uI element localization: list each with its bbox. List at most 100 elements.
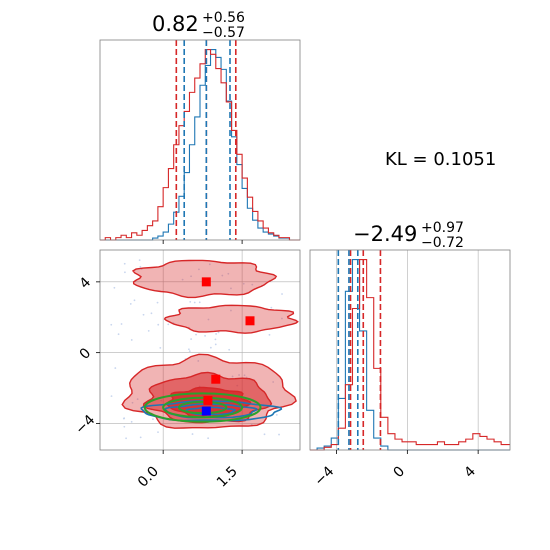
joint-scatter-point xyxy=(123,425,126,428)
joint-x-tick-label-0: 0.0 xyxy=(135,464,162,491)
joint-scatter-point xyxy=(215,333,217,335)
joint-scatter-point xyxy=(270,306,273,309)
joint-scatter-point xyxy=(281,317,283,320)
joint-scatter-point xyxy=(195,333,197,336)
joint-red-marker-2 xyxy=(211,374,221,384)
joint-scatter-point xyxy=(139,265,142,268)
joint-scatter-point xyxy=(281,293,283,295)
joint-scatter-point xyxy=(268,333,271,336)
marginal-x-title-plus: +0.56 xyxy=(202,10,245,26)
joint-scatter-point xyxy=(113,286,116,289)
joint-y-tick-label-1: 0 xyxy=(77,345,95,363)
joint-scatter-point xyxy=(191,433,194,435)
joint-panel: 0.0 1.5 4 0 −4 xyxy=(72,249,301,491)
joint-scatter-point xyxy=(190,338,193,340)
joint-scatter-point xyxy=(120,323,123,325)
joint-scatter-point xyxy=(181,278,184,281)
joint-scatter-point xyxy=(207,318,210,321)
joint-scatter-point xyxy=(122,417,125,420)
marginal-y-title-plus: +0.97 xyxy=(421,220,464,236)
marginal-x-hist-blue xyxy=(100,48,300,241)
joint-scatter-point xyxy=(138,259,141,262)
joint-scatter-point xyxy=(117,333,120,336)
joint-scatter-point xyxy=(188,350,191,353)
joint-scatter-point xyxy=(197,360,200,362)
joint-scatter-point xyxy=(227,272,230,275)
joint-scatter-point xyxy=(238,374,240,376)
joint-scatter-point xyxy=(123,262,126,265)
joint-scatter-point xyxy=(242,282,245,285)
joint-scatter-point xyxy=(187,348,190,351)
joint-y-tick-label-0: 4 xyxy=(77,274,95,292)
joint-scatter-point xyxy=(193,301,196,304)
joint-green-contour-1 xyxy=(162,396,244,419)
joint-scatter-point xyxy=(209,346,212,349)
joint-scatter-point xyxy=(243,374,246,377)
joint-frame xyxy=(99,249,301,451)
joint-scatter-point xyxy=(156,301,159,304)
marginal-y-title-minus: −0.72 xyxy=(421,235,464,251)
joint-scatter-point xyxy=(139,436,142,439)
joint-scatter-point xyxy=(190,275,192,278)
joint-blue-contour-0 xyxy=(140,400,283,422)
marginal-x-panel xyxy=(99,39,301,244)
joint-red-marker-0 xyxy=(201,277,211,287)
joint-scatter-point xyxy=(231,375,234,378)
joint-scatter-point xyxy=(208,263,211,266)
joint-scatter-point xyxy=(278,433,280,436)
joint-scatter-point xyxy=(230,309,232,312)
joint-scatter-point xyxy=(263,433,266,436)
joint-scatter-point xyxy=(114,367,117,369)
joint-scatter-point xyxy=(159,346,162,349)
joint-scatter-point xyxy=(133,299,136,302)
marginal-y-panel: −4 0 4 xyxy=(309,249,511,489)
joint-scatter-point xyxy=(272,381,275,383)
joint-scatter-point xyxy=(230,287,232,290)
marginal-x-title: 0.82 +0.56 −0.57 xyxy=(152,10,245,41)
joint-scatter-point xyxy=(167,323,170,326)
joint-scatter-point xyxy=(207,437,210,440)
joint-red-marker-1 xyxy=(245,316,255,326)
marginal-y-x-tick-label-0: −4 xyxy=(311,463,337,489)
marginal-y-x-tick-label-1: 0 xyxy=(391,464,409,482)
joint-x-tick-label-1: 1.5 xyxy=(214,464,241,491)
marginal-y-hist-blue xyxy=(310,258,510,451)
joint-scatter-point xyxy=(130,420,133,423)
joint-scatter-point xyxy=(147,329,150,332)
joint-scatter-point xyxy=(198,268,200,271)
marginal-x-title-value: 0.82 xyxy=(152,12,199,36)
joint-scatter-point xyxy=(214,343,217,346)
joint-blue-marker-0 xyxy=(201,406,211,416)
joint-scatter-point xyxy=(189,300,192,303)
marginal-y-title: −2.49 +0.97 −0.72 xyxy=(353,220,464,251)
joint-scatter-point xyxy=(150,312,153,315)
marginal-x-hist-red xyxy=(100,48,300,241)
marginal-y-title-value: −2.49 xyxy=(353,222,417,246)
joint-scatter-point xyxy=(152,418,154,421)
joint-scatter-point xyxy=(131,401,134,404)
joint-scatter-point xyxy=(136,398,139,401)
joint-scatter-point xyxy=(251,283,254,286)
joint-y-tick-label-2: −4 xyxy=(72,412,98,438)
marginal-x-frame xyxy=(99,39,301,241)
joint-scatter-point xyxy=(142,313,145,316)
joint-red-region-4 xyxy=(163,304,299,334)
joint-scatter-point xyxy=(228,348,231,351)
joint-scatter-point xyxy=(214,338,217,341)
marginal-y-x-tick-label-2: 4 xyxy=(461,463,479,481)
joint-scatter-point xyxy=(217,331,220,334)
joint-scatter-point xyxy=(110,395,113,398)
marginal-y-hist-red xyxy=(310,258,510,451)
joint-scatter-point xyxy=(157,323,160,326)
marginal-y-frame xyxy=(309,249,511,451)
marginal-x-title-minus: −0.57 xyxy=(202,25,245,41)
joint-scatter-point xyxy=(129,303,132,305)
joint-scatter-point xyxy=(125,437,127,440)
joint-scatter-point xyxy=(110,323,113,326)
joint-red-marker-3 xyxy=(203,395,213,405)
joint-scatter-point xyxy=(198,301,201,304)
kl-label: KL = 0.1051 xyxy=(385,149,496,170)
joint-scatter-point xyxy=(221,274,224,277)
joint-scatter-point xyxy=(157,431,159,434)
